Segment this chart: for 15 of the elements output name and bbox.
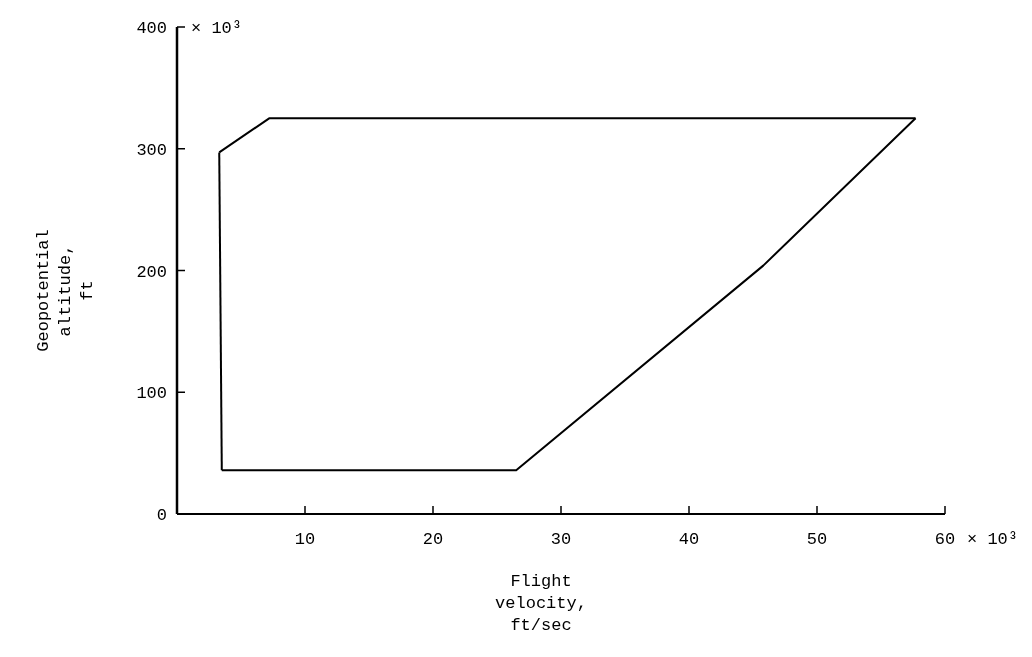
x-tick-label: 30 — [550, 530, 572, 549]
y-axis-title: Geopotential altitude, ft — [34, 229, 97, 352]
text: × 10³ — [967, 530, 1019, 549]
x-axis-title: Flight velocity, ft/sec — [495, 572, 587, 635]
y-tick-label: 300 — [136, 140, 167, 160]
y-tick-label: 400 — [136, 19, 167, 38]
x-tick-label: 50 — [806, 530, 828, 549]
x-tick-label: 60 — [934, 530, 956, 549]
y-tick-label: 0 — [156, 506, 167, 525]
x-tick-label: 10 — [294, 530, 316, 549]
y-tick-label: 200 — [136, 262, 167, 282]
x-tick-label: 40 — [678, 530, 700, 549]
y-tick-label: 100 — [136, 384, 167, 404]
annotation: × 10³ — [191, 19, 243, 38]
x-tick-label: 20 — [422, 530, 444, 549]
